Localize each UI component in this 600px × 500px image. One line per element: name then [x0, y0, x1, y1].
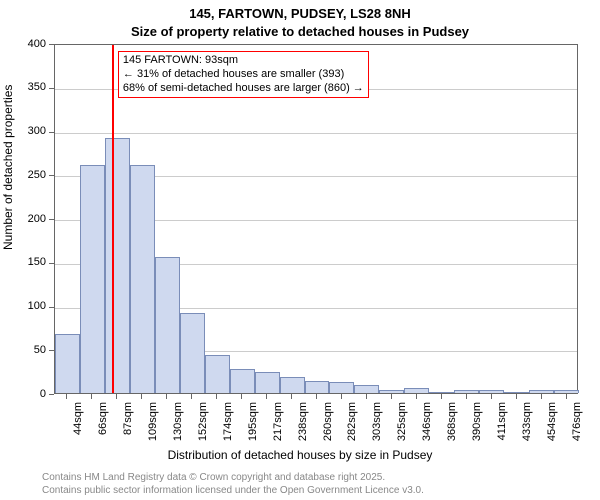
x-tick-label: 87sqm	[122, 402, 134, 452]
histogram-bar	[205, 355, 230, 393]
x-tick-label: 325sqm	[396, 402, 408, 452]
histogram-bar	[429, 392, 454, 393]
x-tick-label: 217sqm	[272, 402, 284, 452]
x-tick-mark	[416, 394, 417, 399]
x-tick-label: 66sqm	[97, 402, 109, 452]
y-tick-mark	[49, 263, 54, 264]
histogram-bar	[354, 385, 379, 393]
chart-title-sub: Size of property relative to detached ho…	[0, 24, 600, 39]
y-tick-label: 350	[0, 81, 46, 93]
y-tick-label: 250	[0, 169, 46, 181]
x-tick-mark	[341, 394, 342, 399]
x-tick-mark	[391, 394, 392, 399]
x-tick-mark	[316, 394, 317, 399]
histogram-bar	[479, 390, 504, 393]
histogram-bar	[554, 390, 579, 394]
x-tick-mark	[116, 394, 117, 399]
histogram-bar	[230, 369, 255, 394]
y-tick-mark	[49, 175, 54, 176]
x-tick-mark	[541, 394, 542, 399]
histogram-bar	[255, 372, 280, 393]
x-tick-label: 433sqm	[521, 402, 533, 452]
histogram-bar	[80, 165, 105, 393]
y-tick-mark	[49, 219, 54, 220]
x-tick-label: 109sqm	[147, 402, 159, 452]
x-tick-mark	[366, 394, 367, 399]
x-tick-mark	[166, 394, 167, 399]
y-tick-label: 0	[0, 388, 46, 400]
x-tick-label: 368sqm	[446, 402, 458, 452]
annotation-line: ← 31% of detached houses are smaller (39…	[123, 68, 364, 82]
x-tick-label: 174sqm	[222, 402, 234, 452]
histogram-bar	[180, 313, 205, 394]
histogram-bar	[454, 390, 479, 393]
plot-area: 145 FARTOWN: 93sqm← 31% of detached hous…	[54, 44, 578, 394]
x-tick-mark	[141, 394, 142, 399]
x-tick-mark	[191, 394, 192, 399]
histogram-bar	[504, 392, 529, 393]
y-tick-mark	[49, 132, 54, 133]
annotation-box: 145 FARTOWN: 93sqm← 31% of detached hous…	[118, 51, 369, 98]
x-tick-label: 130sqm	[172, 402, 184, 452]
x-tick-mark	[291, 394, 292, 399]
x-tick-label: 282sqm	[346, 402, 358, 452]
x-tick-label: 390sqm	[471, 402, 483, 452]
footer-line-1: Contains HM Land Registry data © Crown c…	[42, 472, 385, 483]
histogram-bar	[105, 138, 130, 393]
y-axis-label: Number of detached properties	[1, 85, 15, 250]
y-tick-mark	[49, 350, 54, 351]
gridline	[55, 133, 577, 134]
y-tick-mark	[49, 44, 54, 45]
histogram-bar	[529, 390, 554, 393]
x-tick-label: 476sqm	[571, 402, 583, 452]
y-tick-mark	[49, 394, 54, 395]
x-tick-label: 195sqm	[247, 402, 259, 452]
x-tick-mark	[241, 394, 242, 399]
x-tick-mark	[491, 394, 492, 399]
y-tick-label: 50	[0, 344, 46, 356]
x-tick-mark	[266, 394, 267, 399]
histogram-bar	[404, 388, 429, 393]
histogram-bar	[280, 377, 305, 393]
x-tick-label: 454sqm	[546, 402, 558, 452]
x-tick-mark	[216, 394, 217, 399]
x-tick-mark	[66, 394, 67, 399]
x-tick-label: 411sqm	[496, 402, 508, 452]
y-tick-label: 400	[0, 38, 46, 50]
x-tick-mark	[441, 394, 442, 399]
histogram-bar	[130, 165, 155, 393]
histogram-bar	[329, 382, 354, 393]
x-tick-mark	[566, 394, 567, 399]
histogram-bar	[305, 381, 330, 393]
x-tick-mark	[516, 394, 517, 399]
histogram-bar	[55, 334, 80, 394]
x-tick-mark	[91, 394, 92, 399]
x-tick-label: 44sqm	[72, 402, 84, 452]
chart-title-main: 145, FARTOWN, PUDSEY, LS28 8NH	[0, 6, 600, 21]
y-tick-label: 150	[0, 256, 46, 268]
x-tick-label: 152sqm	[197, 402, 209, 452]
footer-line-2: Contains public sector information licen…	[42, 485, 424, 496]
y-tick-label: 100	[0, 300, 46, 312]
y-tick-label: 300	[0, 125, 46, 137]
y-tick-mark	[49, 307, 54, 308]
x-tick-label: 238sqm	[297, 402, 309, 452]
x-tick-label: 303sqm	[371, 402, 383, 452]
y-tick-mark	[49, 88, 54, 89]
x-tick-label: 260sqm	[322, 402, 334, 452]
histogram-bar	[379, 390, 404, 394]
annotation-line: 145 FARTOWN: 93sqm	[123, 54, 364, 68]
marker-line	[112, 45, 114, 393]
y-tick-label: 200	[0, 213, 46, 225]
x-tick-mark	[466, 394, 467, 399]
x-tick-label: 346sqm	[421, 402, 433, 452]
annotation-line: 68% of semi-detached houses are larger (…	[123, 82, 364, 96]
histogram-bar	[155, 257, 180, 393]
